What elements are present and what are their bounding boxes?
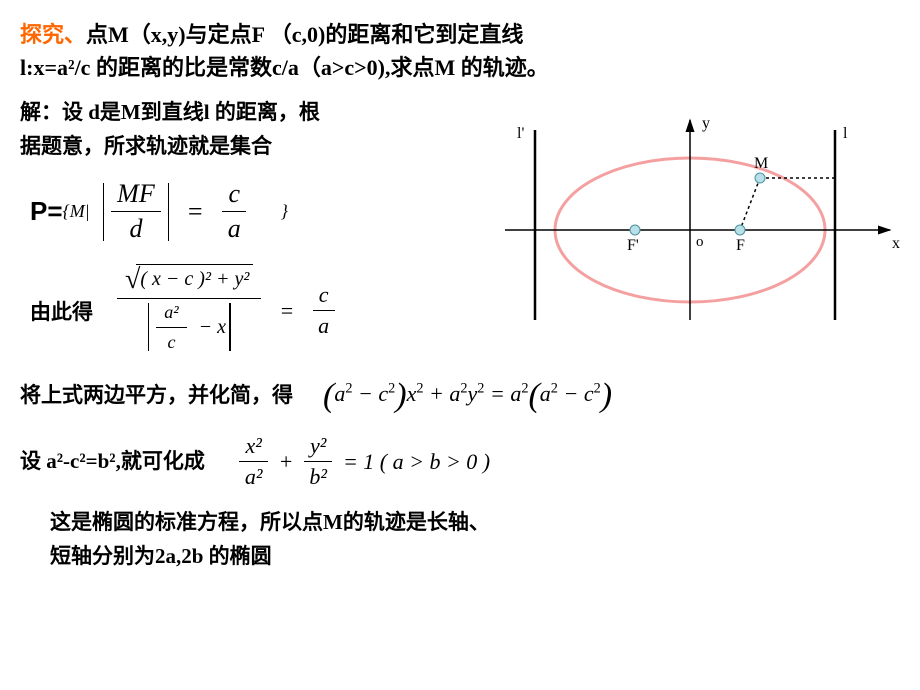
conclusion: 这是椭圆的标准方程，所以点M的轨迹是长轴、 短轴分别为2a,2b 的椭圆 (50, 506, 900, 573)
square-label: 将上式两边平方，并化简，得 (20, 379, 293, 413)
brace-close: } (281, 201, 288, 222)
denom-c: c (159, 328, 183, 357)
frac-num-MF: MF (111, 179, 161, 212)
point-F-prime (630, 225, 640, 235)
point-F (735, 225, 745, 235)
square-line: 将上式两边平方，并化简，得 (a2 − c2)x2 + a2y2 = a2(a2… (20, 377, 900, 415)
sqrt-body: ( x − c )² + y² (136, 264, 253, 291)
denom-a2: a² (156, 298, 186, 328)
frac-den-d: d (123, 212, 148, 244)
conclusion-2: 短轴分别为2a,2b 的椭圆 (50, 540, 900, 574)
page-title: 探究、点M（x,y)与定点F （c,0)的距离和它到定直线 l:x=a²/c 的… (20, 18, 900, 84)
title-text-1: 点M（x,y)与定点F （c,0)的距离和它到定直线 (86, 22, 523, 47)
title-text-2: l:x=a²/c 的距离的比是常数c/a（a>c>0),求点M 的轨迹。 (20, 55, 549, 80)
label-lp: l' (517, 125, 524, 142)
substitution-line: 设 a²-c²=b²,就可化成 x² a² + y² b² = 1 ( a > … (20, 433, 900, 490)
point-M (755, 173, 765, 183)
derive-label: 由此得 (30, 296, 93, 326)
conclusion-1: 这是椭圆的标准方程，所以点M的轨迹是长轴、 (50, 506, 900, 540)
label-o: o (696, 234, 704, 250)
label-Fp: F' (627, 237, 639, 254)
subst-label: 设 a²-c²=b²,就可化成 (20, 445, 205, 479)
dash-vertical (740, 178, 760, 230)
rhs-num: c (313, 282, 335, 311)
label-x: x (892, 235, 900, 252)
frac-num-c: c (222, 179, 246, 212)
label-l: l (843, 125, 848, 142)
rhs-den: a (312, 311, 335, 339)
x2: x² (239, 433, 267, 462)
label-F: F (736, 237, 745, 254)
P-equals: P= (30, 196, 63, 227)
cond: = 1 ( a > b > 0 ) (343, 449, 490, 475)
square-equation: (a2 − c2)x2 + a2y2 = a2(a2 − c2) (323, 377, 612, 415)
minus-x: − x (199, 316, 226, 339)
y2: y² (304, 433, 332, 462)
label-M: M (754, 155, 768, 172)
ellipse-diagram: y x o F F' M l l' (480, 110, 910, 330)
label-y: y (702, 115, 710, 132)
a2: a² (239, 462, 269, 490)
frac-den-a: a (222, 212, 247, 244)
b2: b² (303, 462, 333, 490)
equals-1: = (186, 197, 204, 227)
title-highlight: 探究、 (20, 22, 86, 47)
brace-open: {M| (63, 201, 90, 222)
